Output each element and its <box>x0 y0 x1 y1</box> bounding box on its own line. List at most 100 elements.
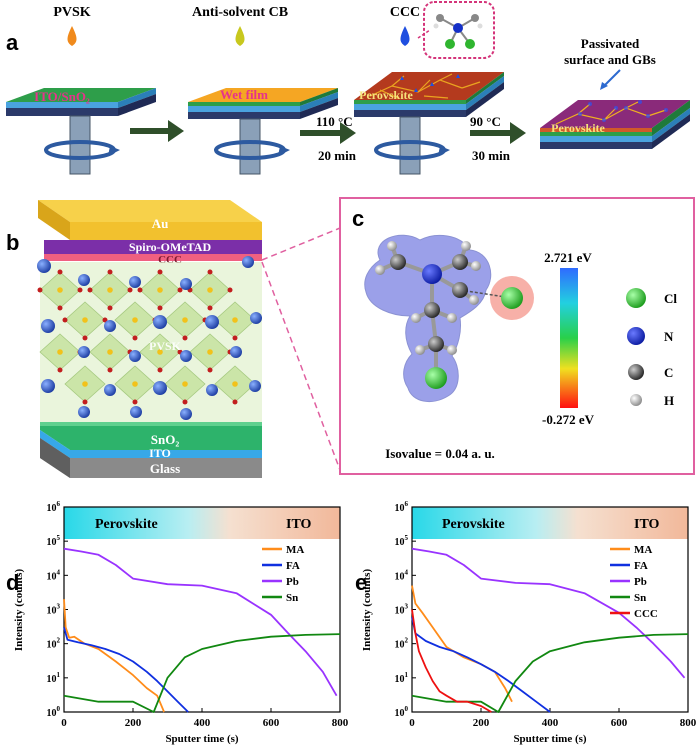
layer-sno2 <box>40 422 262 450</box>
inset-molecule-icon <box>433 14 483 49</box>
panel-b: b Au Spiro-OMeTAD CCC <box>6 200 341 478</box>
series-line-d-ma <box>63 599 165 713</box>
esp-color-scale <box>560 268 578 408</box>
zoom-connector-top <box>261 227 341 261</box>
layer-ccc <box>44 254 262 261</box>
layer-label-pvsk: PVSK <box>149 339 182 353</box>
layer-label-au: Au <box>152 216 169 231</box>
ytick-label-e-4: 104 <box>395 568 409 582</box>
c-atom-icon <box>628 364 644 380</box>
series-line-d-sn <box>63 633 341 713</box>
film-label-perovskite-2: Perovskite <box>551 121 605 135</box>
layer-spiro <box>44 240 262 254</box>
step1-temperature: 110 °C <box>316 114 353 129</box>
atom-legend-cl: Cl <box>664 291 677 306</box>
h-atom-icon <box>630 394 642 406</box>
legend-label-d-sn: Sn <box>286 592 298 604</box>
step2-time: 30 min <box>472 148 511 163</box>
xtick-label-d-0: 0 <box>61 717 67 729</box>
series-group-d <box>63 547 341 713</box>
atom-legend-h: H <box>664 393 674 408</box>
layer-glass <box>40 438 262 478</box>
film-label-ito: ITO/SnO₂ <box>34 89 90 104</box>
scale-min-label: -0.272 eV <box>542 412 595 427</box>
axis-ticks-d: 0 200 400 600 800 100 101 102 103 104 105 106 <box>47 500 349 729</box>
layer-ito <box>40 430 262 458</box>
region-left-d: Perovskite <box>95 517 158 532</box>
ytick-label-d-4: 104 <box>47 568 61 582</box>
atom-legend: Cl N C H <box>626 288 677 408</box>
spin-coater-2-icon <box>214 118 290 175</box>
ytick-label-d-1: 101 <box>47 671 61 685</box>
passivated-label-line2: surface and GBs <box>564 52 656 67</box>
xtick-label-e-1: 200 <box>473 717 490 729</box>
xlabel-d: Sputter time (s) <box>165 733 238 745</box>
cb-drop-icon <box>235 26 245 46</box>
step2-temperature: 90 °C <box>470 114 501 129</box>
legend-label-d-pb: Pb <box>286 576 299 588</box>
series-line-e-ccc <box>411 609 492 713</box>
drop-label-cb: Anti-solvent CB <box>192 5 288 20</box>
xlabel-e: Sputter time (s) <box>513 733 586 745</box>
legend-label-d-fa: FA <box>286 560 300 572</box>
layer-label-glass: Glass <box>150 461 180 476</box>
series-line-d-pb <box>63 547 338 697</box>
ytick-label-d-5: 105 <box>47 534 61 548</box>
ytick-label-e-1: 101 <box>395 671 409 685</box>
panel-b-letter: b <box>6 230 19 255</box>
zoom-connector-bottom <box>261 261 341 471</box>
series-line-e-ma <box>411 585 513 703</box>
layer-au <box>38 200 262 222</box>
ylabel-e: Intensity (counts) <box>361 569 373 652</box>
spin-coater-1-icon <box>44 115 120 175</box>
passivated-label-line1: Passivated <box>581 36 640 51</box>
atom-legend-n: N <box>664 329 674 344</box>
step1-time: 20 min <box>318 148 357 163</box>
atom-legend-c: C <box>664 365 673 380</box>
ytick-label-d-0: 100 <box>47 705 61 719</box>
ytick-label-e-5: 105 <box>395 534 409 548</box>
series-line-e-pb <box>411 547 686 679</box>
legend-label-d-ma: MA <box>286 544 304 556</box>
panel-e-letter: e <box>355 570 367 595</box>
film-label-perovskite-1: Perovskite <box>359 88 413 102</box>
xtick-label-d-2: 400 <box>194 717 211 729</box>
process-arrow-2 <box>300 122 356 144</box>
panel-a-letter: a <box>6 30 19 55</box>
isovalue-label: Isovalue = 0.04 a. u. <box>385 446 495 461</box>
region-right-e: ITO <box>634 517 660 532</box>
layer-label-ito: ITO <box>149 446 171 460</box>
ytick-label-e-2: 102 <box>395 637 409 651</box>
xtick-label-e-2: 400 <box>542 717 559 729</box>
panel-d-letter: d <box>6 570 19 595</box>
legend-label-e-fa: FA <box>634 560 648 572</box>
xtick-label-e-4: 800 <box>680 717 697 729</box>
xtick-label-d-1: 200 <box>125 717 142 729</box>
scale-max-label: 2.721 eV <box>544 250 592 265</box>
legend-label-e-sn: Sn <box>634 592 646 604</box>
legend-e: MA FA Pb Sn CCC <box>610 544 658 620</box>
region-banner-e <box>412 507 688 539</box>
xtick-label-d-4: 800 <box>332 717 349 729</box>
drop-label-pvsk: PVSK <box>53 5 90 20</box>
legend-label-e-ccc: CCC <box>634 608 658 620</box>
region-right-d: ITO <box>286 517 312 532</box>
spin-coater-3-icon <box>374 116 450 175</box>
n-atom-icon <box>627 327 645 345</box>
stage-4-passivated: Perovskite <box>540 100 690 149</box>
process-arrow-1 <box>130 120 184 142</box>
process-arrow-3 <box>470 122 526 144</box>
stage-3-perovskite: Perovskite <box>354 72 504 117</box>
stage-2-wet-film: Wet film <box>188 87 338 119</box>
ylabel-d: Intensity (counts) <box>13 569 25 652</box>
pvsk-cation-atoms <box>37 256 262 420</box>
legend-label-e-ma: MA <box>634 544 652 556</box>
xtick-label-e-0: 0 <box>409 717 415 729</box>
pvsk-drop-icon <box>67 26 77 46</box>
series-group-e <box>411 547 689 713</box>
xtick-label-e-3: 600 <box>611 717 628 729</box>
panel-c-letter: c <box>352 206 364 231</box>
ytick-label-d-6: 106 <box>47 500 61 514</box>
ytick-label-e-0: 100 <box>395 705 409 719</box>
